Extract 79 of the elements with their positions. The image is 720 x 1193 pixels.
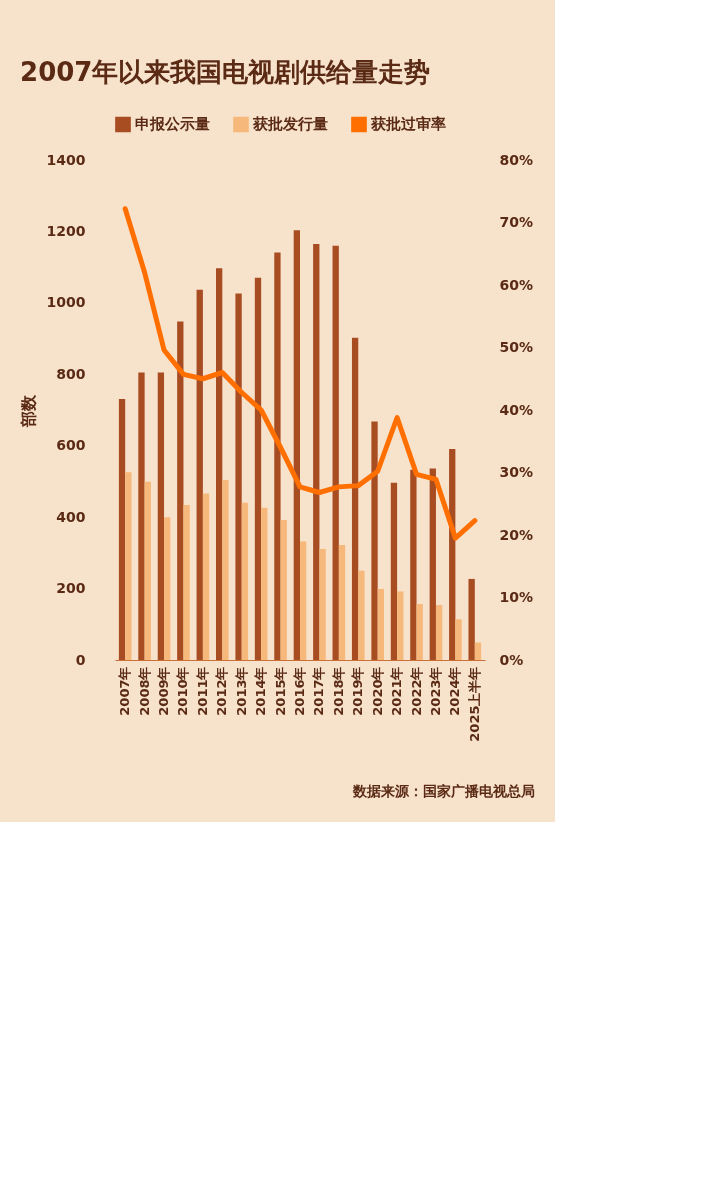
y2-tick-label: 80% <box>499 151 534 168</box>
bar <box>216 268 223 660</box>
bar <box>280 520 287 660</box>
legend-label: 获批过审率 <box>370 115 446 134</box>
bar <box>332 245 339 660</box>
y-tick-label: 1400 <box>46 151 86 168</box>
y-tick-label: 400 <box>56 508 86 525</box>
y-tick-label: 1000 <box>46 294 86 311</box>
x-tick-label: 2014年 <box>253 666 269 716</box>
x-tick-label: 2017年 <box>311 666 327 716</box>
x-tick-label: 2007年 <box>117 666 133 716</box>
bar <box>183 505 190 660</box>
y2-tick-label: 20% <box>499 526 534 543</box>
y2-tick-label: 30% <box>499 464 534 480</box>
bar <box>390 482 398 660</box>
x-tick-label: 2015年 <box>272 666 288 716</box>
y2-tick-label: 10% <box>499 589 534 605</box>
bar <box>196 289 203 660</box>
bar <box>300 541 307 660</box>
y2-tick-label: 60% <box>499 276 534 293</box>
chart-title: 2007年以来我国电视剧供给量走势 <box>20 57 431 87</box>
y-axis-title: 部数 <box>18 393 38 428</box>
x-tick-label: 2011年 <box>194 666 210 716</box>
x-tick-label: 2008年 <box>136 666 152 716</box>
bar <box>254 277 262 660</box>
x-tick-label: 2009年 <box>156 666 172 716</box>
bar <box>177 321 184 660</box>
y2-tick-label: 40% <box>499 401 534 418</box>
x-tick-label: 2012年 <box>214 666 230 716</box>
bar <box>468 578 475 660</box>
x-tick-label: 2013年 <box>233 666 249 716</box>
bar <box>429 468 436 660</box>
bar <box>313 243 320 660</box>
x-tick-label: 2021年 <box>389 666 405 716</box>
y-tick-label: 0 <box>75 651 86 668</box>
bar <box>202 493 210 660</box>
bar <box>138 372 145 660</box>
bar <box>377 588 384 660</box>
bar <box>261 507 268 660</box>
bar <box>144 481 151 660</box>
y2-tick-label: 0% <box>499 651 524 668</box>
legend-label: 申报公示量 <box>135 115 210 134</box>
x-tick-label: 2020年 <box>369 666 385 716</box>
y-tick-label: 200 <box>56 580 86 597</box>
bar <box>235 293 242 660</box>
bar <box>338 545 346 660</box>
x-tick-label: 2025上半年 <box>466 666 482 742</box>
source-note: 数据来源：国家广播电视总局 <box>352 783 535 799</box>
y-tick-label: 1200 <box>46 222 86 239</box>
bar <box>474 642 482 660</box>
y-tick-label: 800 <box>56 365 86 382</box>
legend-label: 获批发行量 <box>252 115 328 134</box>
bar <box>157 372 165 660</box>
bar <box>397 591 404 660</box>
bar <box>351 337 359 660</box>
x-tick-label: 2010年 <box>175 666 191 716</box>
x-tick-label: 2024年 <box>447 666 463 716</box>
y-tick-label: 600 <box>56 437 86 454</box>
x-tick-label: 2016年 <box>292 666 307 716</box>
bar <box>222 480 229 660</box>
x-tick-label: 2019年 <box>350 666 366 716</box>
bar <box>293 230 300 660</box>
bar <box>319 548 326 660</box>
bar <box>164 517 171 660</box>
bar <box>410 469 417 660</box>
x-tick-label: 2018年 <box>330 666 346 716</box>
bar <box>274 252 281 660</box>
y2-tick-label: 50% <box>499 339 534 355</box>
bar <box>435 605 443 660</box>
bar <box>125 472 132 660</box>
bar <box>416 603 423 660</box>
y2-tick-label: 70% <box>499 214 534 230</box>
bar <box>118 398 126 660</box>
bar <box>241 502 249 660</box>
bar <box>455 619 462 660</box>
x-tick-label: 2022年 <box>408 666 424 716</box>
x-tick-label: 2023年 <box>427 666 443 716</box>
bar <box>371 421 378 660</box>
bar <box>358 570 365 660</box>
